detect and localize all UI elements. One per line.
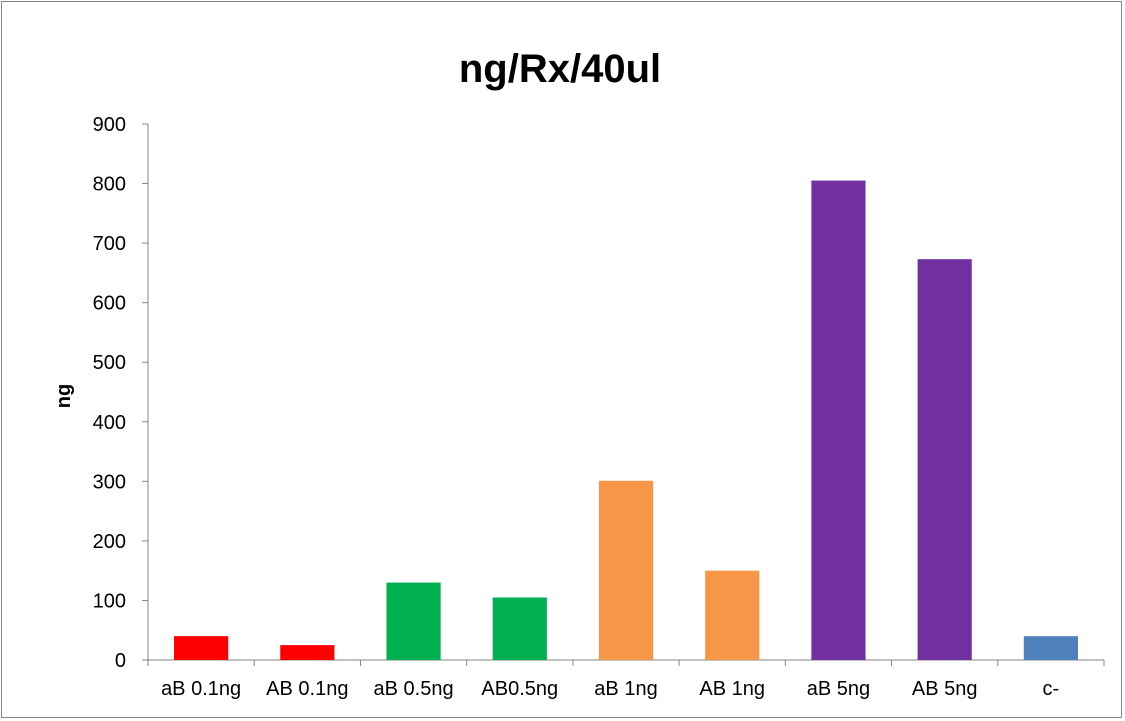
bar	[1023, 636, 1078, 660]
x-tick-label: AB0.5ng	[481, 678, 558, 700]
bar	[598, 480, 654, 660]
y-tick-label: 300	[93, 471, 126, 493]
y-tick-label: 400	[93, 412, 126, 434]
y-tick-label: 600	[93, 293, 126, 315]
x-tick-label: aB 0.1ng	[161, 678, 241, 700]
bar	[492, 597, 547, 660]
y-tick-label: 200	[93, 531, 126, 553]
y-tick-label: 700	[93, 233, 126, 255]
chart-title: ng/Rx/40ul	[459, 47, 661, 91]
x-tick-label: AB 0.1ng	[266, 678, 348, 700]
y-ticks: 0 100 200 300 400 500 600 700 800 900	[93, 114, 148, 672]
bar	[280, 645, 335, 660]
x-tick-label: aB 1ng	[594, 678, 657, 700]
bars	[174, 180, 1078, 661]
y-axis-label: ng	[53, 384, 75, 408]
y-tick-label: 500	[93, 352, 126, 374]
bar	[386, 582, 441, 660]
y-tick-label: 800	[93, 174, 126, 196]
x-tick-label: aB 5ng	[807, 678, 870, 700]
bar	[174, 636, 229, 660]
y-tick-label: 0	[115, 650, 126, 672]
x-tick-label: AB 5ng	[912, 678, 978, 700]
x-tick-label: AB 1ng	[699, 678, 765, 700]
x-tick-label: aB 0.5ng	[374, 678, 454, 700]
x-tick-label: c-	[1043, 678, 1060, 700]
y-tick-label: 900	[93, 114, 126, 136]
bar	[811, 180, 866, 661]
x-ticks: aB 0.1ng AB 0.1ng aB 0.5ng AB0.5ng aB 1ng AB …	[147, 660, 1105, 700]
bar	[917, 259, 972, 660]
bar	[705, 570, 760, 660]
y-tick-label: 100	[93, 590, 126, 612]
